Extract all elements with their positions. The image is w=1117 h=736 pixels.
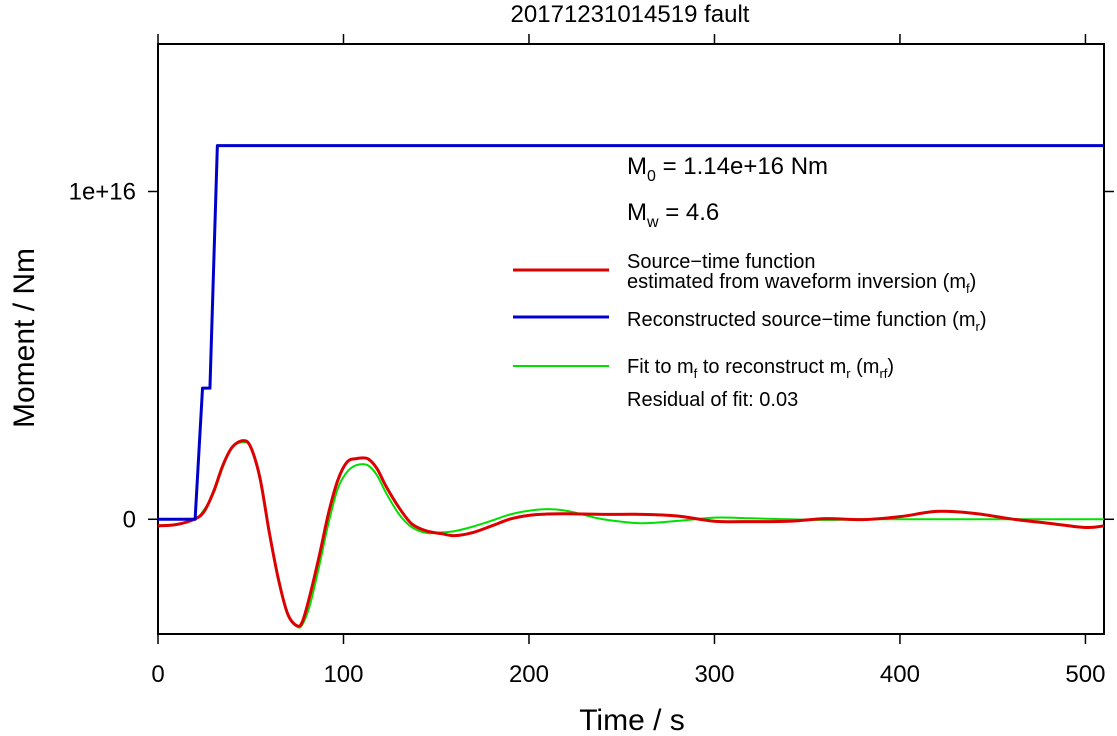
mw-annotation: Mw = 4.6: [627, 199, 719, 231]
legend-green-sub3: rf: [879, 366, 887, 381]
x-tick-label: 0: [151, 661, 164, 688]
legend-green-text-a: Fit to m: [627, 356, 694, 378]
y-tick-label: 0: [123, 506, 136, 533]
m0-annotation: M0 = 1.14e+16 Nm: [627, 153, 828, 185]
legend-red-line2: estimated from waveform inversion (mf): [627, 271, 976, 296]
plot-frame: [157, 43, 1105, 635]
m0-subscript: 0: [647, 168, 656, 185]
legend-blue-label: Reconstructed source−time function (mr): [627, 309, 987, 334]
legend-red-line1: Source−time function: [627, 251, 815, 273]
legend-green-text-b: to reconstruct m: [697, 356, 846, 378]
mw-value: = 4.6: [659, 199, 720, 226]
x-tick-labels: 0 100 200 300 400 500: [151, 661, 1105, 688]
axis-ticks: [148, 34, 1114, 644]
legend-blue-tail: ): [980, 309, 987, 331]
x-tick-label: 100: [323, 661, 363, 688]
series-reconstructed-stf-line: [158, 144, 1104, 521]
x-tick-label: 400: [880, 661, 920, 688]
y-tick-labels: 0 1e+16: [69, 179, 136, 534]
y-axis-label: Moment / Nm: [8, 248, 41, 428]
m0-symbol: M: [627, 153, 647, 180]
residual-annotation: Residual of fit: 0.03: [627, 389, 798, 411]
x-tick-label: 500: [1065, 661, 1105, 688]
mw-subscript: w: [646, 214, 659, 231]
legend-green-sub1: f: [694, 366, 698, 381]
mw-symbol: M: [627, 199, 647, 226]
x-tick-label: 200: [509, 661, 549, 688]
chart-title: 20171231014519 fault: [511, 1, 750, 28]
legend-green-sub2: r: [846, 366, 851, 381]
legend-blue-sub: r: [976, 319, 981, 334]
legend: Source−time function estimated from wave…: [513, 251, 987, 411]
legend-green-tail: ): [887, 356, 894, 378]
series-lines: [157, 144, 1105, 629]
m0-value: = 1.14e+16 Nm: [656, 153, 828, 180]
legend-blue-text: Reconstructed source−time function (m: [627, 309, 976, 331]
legend-red-sub: f: [966, 281, 970, 296]
x-axis-label: Time / s: [579, 704, 685, 736]
legend-red-line2-text: estimated from waveform inversion (m: [627, 271, 966, 293]
series-estimated-stf-line: [157, 439, 1105, 628]
x-tick-label: 300: [694, 661, 734, 688]
legend-red-tail: ): [970, 271, 977, 293]
series-fit-line: [157, 441, 1104, 629]
legend-green-label: Fit to mf to reconstruct mr (mrf): [627, 356, 894, 381]
y-tick-label: 1e+16: [69, 179, 136, 206]
legend-green-text-c: (m: [851, 356, 880, 378]
